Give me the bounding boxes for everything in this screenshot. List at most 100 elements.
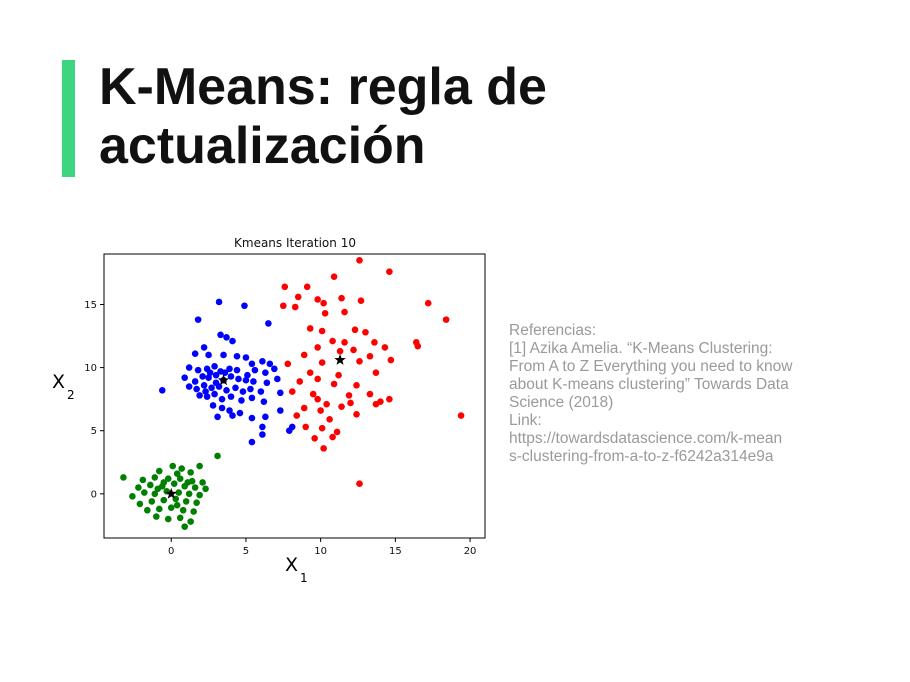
data-point [424, 299, 432, 307]
data-point [139, 476, 147, 484]
data-point [135, 484, 142, 491]
data-point [238, 397, 245, 404]
data-point [300, 404, 308, 412]
plot-frame [103, 253, 486, 539]
data-point [366, 352, 374, 360]
data-point [318, 424, 326, 432]
data-point [260, 398, 268, 405]
data-point [314, 375, 321, 383]
data-point [372, 400, 380, 408]
data-point [185, 383, 193, 390]
data-point [226, 365, 233, 373]
data-point [223, 334, 230, 341]
data-point [326, 416, 333, 423]
data-point [333, 428, 341, 436]
data-point [302, 423, 310, 431]
data-point [193, 385, 200, 393]
data-point [205, 351, 212, 359]
data-point [160, 496, 168, 504]
data-point [341, 308, 348, 316]
data-point [288, 423, 296, 431]
data-point [386, 395, 393, 403]
data-point [185, 364, 193, 371]
data-point [211, 390, 218, 398]
data-point [323, 400, 330, 408]
data-point [381, 344, 389, 351]
data-point [318, 359, 326, 366]
title-accent-bar [62, 60, 75, 177]
data-point [279, 302, 287, 310]
data-point [136, 500, 144, 508]
data-point [284, 360, 292, 368]
data-point [314, 296, 321, 303]
data-point [236, 409, 244, 417]
y-tick-label: 15 [84, 300, 97, 311]
data-point [211, 363, 218, 370]
data-point [129, 493, 136, 500]
data-point [229, 337, 236, 345]
data-point [155, 505, 163, 513]
data-point [317, 407, 324, 414]
y-axis-label: X 2 [52, 371, 75, 402]
data-point [277, 407, 284, 414]
data-point [148, 498, 156, 505]
slide-title: K-Means: regla de actualización [99, 58, 799, 176]
data-point [241, 302, 248, 310]
data-point [262, 413, 269, 421]
data-point [191, 378, 199, 385]
data-point [158, 387, 166, 394]
data-point [182, 498, 190, 505]
reference-line: From A to Z Everything you need to know [509, 358, 793, 375]
data-point [187, 469, 194, 476]
data-point [144, 506, 151, 514]
centroid-star-marker [165, 487, 177, 499]
data-point [169, 462, 177, 470]
data-point [248, 394, 256, 402]
y-axis-label-sub: 2 [67, 388, 75, 402]
data-point [386, 268, 393, 275]
reference-line: [1] Azika Amelia. “K-Means Clustering: [509, 340, 773, 357]
data-point [147, 481, 154, 489]
data-point [306, 369, 314, 376]
data-point [345, 392, 353, 399]
data-point [173, 470, 181, 477]
data-point [191, 484, 199, 491]
data-point [214, 413, 221, 421]
plot-area: 0 5 10 15 20 0 5 10 15 [84, 257, 476, 557]
data-point [351, 326, 359, 334]
data-point [212, 379, 220, 387]
data-point [196, 392, 203, 399]
data-point [306, 325, 314, 332]
reference-link-line: https://towardsdatascience.com/k-mean [509, 430, 783, 447]
data-point [338, 294, 345, 302]
data-point [227, 393, 235, 400]
data-point [330, 380, 338, 388]
data-point [223, 387, 230, 394]
data-point [176, 475, 184, 482]
centroid-star-marker [334, 354, 346, 365]
data-point [160, 479, 168, 486]
data-point [178, 465, 185, 472]
data-point [288, 388, 296, 395]
data-point [141, 489, 148, 496]
data-point [152, 513, 160, 520]
data-point [196, 462, 203, 470]
slide-title-line-1: K-Means: regla de [99, 58, 547, 116]
data-point [155, 467, 163, 475]
data-point [179, 506, 187, 514]
centroid-star-marker [217, 374, 230, 386]
data-point [318, 327, 326, 335]
x-tick-label: 20 [464, 546, 477, 557]
data-point [362, 328, 369, 336]
reference-line: Science (2018) [509, 394, 614, 411]
data-point [235, 375, 242, 383]
data-point [164, 475, 172, 482]
data-point [414, 342, 422, 350]
x-axis-label-main: X [285, 554, 298, 576]
data-point [321, 310, 329, 317]
data-point [314, 395, 321, 403]
data-point [262, 369, 269, 376]
data-point [227, 373, 235, 380]
data-point [277, 389, 284, 397]
data-point [248, 414, 256, 422]
